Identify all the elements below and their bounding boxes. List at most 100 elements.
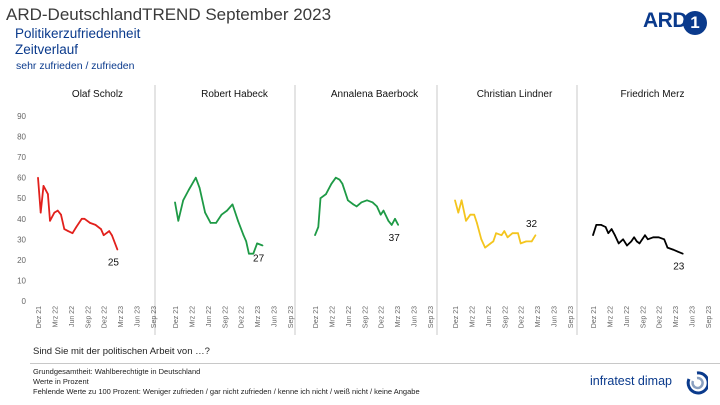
data-point	[525, 240, 527, 243]
data-point	[215, 222, 217, 224]
data-point	[341, 183, 344, 185]
x-tick-label: Sep 23	[428, 306, 435, 328]
x-tick-label: Jun 23	[272, 306, 279, 327]
data-point	[100, 228, 102, 230]
x-tick-label: Dez 22	[379, 306, 386, 328]
data-point	[495, 232, 497, 234]
series-line	[592, 223, 684, 255]
x-tick-label: Mrz 22	[329, 306, 336, 328]
data-point	[647, 238, 649, 241]
end-value-label: 37	[389, 233, 401, 244]
data-point	[252, 252, 255, 255]
data-point	[592, 234, 594, 236]
data-point	[394, 218, 396, 220]
x-tick-label: Jun 22	[206, 306, 213, 327]
data-point	[338, 178, 341, 181]
x-tick-label: Dez 21	[313, 306, 320, 328]
x-tick-label: Mrz 23	[255, 306, 262, 328]
series-line	[37, 177, 119, 250]
panel-title: Christian Lindner	[477, 89, 553, 100]
data-point	[530, 240, 533, 243]
data-point	[387, 220, 390, 222]
x-tick-label: Jun 23	[412, 306, 419, 327]
data-point	[630, 240, 633, 243]
data-point	[480, 238, 483, 241]
data-point	[261, 244, 264, 247]
data-point	[116, 248, 119, 251]
chart-title: Politikerzufriedenheit	[15, 26, 141, 41]
data-point	[371, 201, 374, 204]
data-point	[75, 226, 78, 228]
ard-logo: ARD 1	[643, 8, 709, 42]
data-point	[108, 230, 110, 232]
survey-question: Sind Sie mit der politischen Arbeit von …	[33, 346, 210, 357]
data-point	[360, 201, 363, 204]
x-tick-label: Sep 22	[640, 306, 647, 328]
footnote-missing: Fehlende Werte zu 100 Prozent: Weniger z…	[33, 387, 420, 396]
x-tick-label: Sep 22	[502, 306, 509, 328]
x-tick-label: Dez 21	[591, 306, 598, 328]
data-point	[663, 238, 665, 241]
data-point	[492, 240, 495, 243]
y-tick-label: 30	[17, 235, 26, 244]
infratest-dimap-logo: infratest dimap	[590, 371, 712, 399]
data-point	[503, 230, 506, 232]
x-tick-label: Dez 22	[519, 306, 526, 328]
data-point	[330, 183, 333, 185]
data-point	[506, 236, 509, 239]
data-point	[644, 234, 646, 236]
data-point	[111, 234, 113, 236]
data-point	[317, 226, 320, 228]
x-tick-label: Mrz 22	[52, 306, 59, 328]
x-tick-label: Dez 21	[36, 306, 43, 328]
x-tick-label: Dez 22	[102, 306, 109, 328]
data-point	[484, 246, 486, 249]
data-point	[237, 220, 239, 222]
x-tick-label: Mrz 23	[395, 306, 402, 328]
y-tick-label: 90	[17, 112, 26, 121]
data-point	[177, 220, 180, 222]
data-point	[682, 252, 684, 255]
data-point	[622, 238, 624, 241]
data-point	[519, 242, 522, 245]
data-point	[63, 228, 66, 230]
data-point	[469, 213, 472, 216]
end-value-label: 25	[108, 258, 120, 269]
x-tick-label: Dez 21	[453, 306, 460, 328]
series-line	[454, 199, 537, 249]
x-tick-label: Jun 22	[486, 306, 493, 327]
data-point	[457, 211, 460, 214]
series-line	[174, 176, 263, 255]
y-tick-label: 70	[17, 153, 26, 162]
data-point	[390, 224, 393, 226]
infratest-logo-text: infratest dimap	[590, 374, 672, 388]
data-point	[489, 242, 492, 245]
data-point	[454, 199, 456, 202]
data-point	[42, 185, 45, 187]
x-tick-label: Jun 23	[690, 306, 697, 327]
x-tick-label: Mrz 23	[673, 306, 680, 328]
end-value-label: 27	[253, 254, 265, 265]
x-tick-label: Mrz 22	[469, 306, 476, 328]
data-point	[614, 234, 616, 236]
data-point	[652, 236, 654, 239]
data-point	[376, 205, 378, 208]
data-point	[220, 213, 223, 216]
data-point	[460, 199, 463, 202]
data-point	[626, 244, 628, 247]
data-point	[37, 176, 39, 179]
x-tick-label: Mrz 23	[535, 306, 542, 328]
data-point	[56, 209, 59, 212]
data-point	[379, 213, 382, 216]
data-point	[517, 232, 519, 234]
y-tick-label: 40	[17, 215, 26, 224]
ard-logo-text: ARD	[643, 9, 688, 32]
data-point	[102, 234, 105, 236]
data-point	[319, 197, 322, 199]
x-tick-label: Dez 22	[657, 306, 664, 328]
x-tick-label: Jun 22	[624, 306, 631, 327]
footer-divider	[30, 363, 720, 364]
report-title: ARD-DeutschlandTREND September 2023	[6, 5, 332, 24]
data-point	[195, 176, 197, 179]
data-point	[204, 211, 206, 214]
